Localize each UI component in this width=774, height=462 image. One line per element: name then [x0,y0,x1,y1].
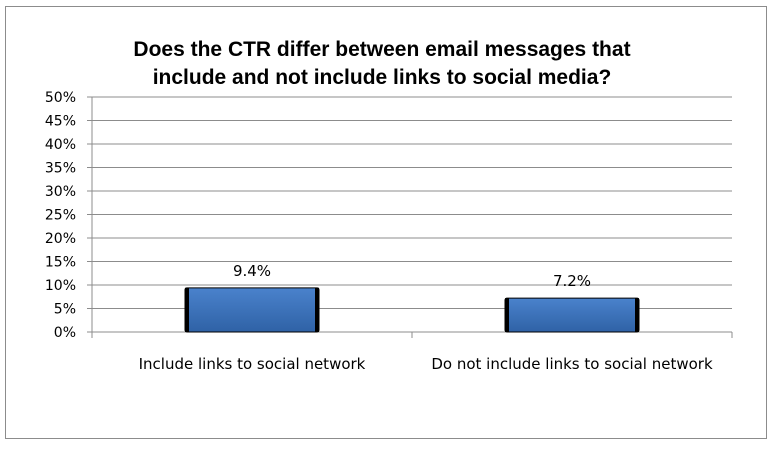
y-tick-label: 35% [45,161,76,177]
y-tick-label: 40% [45,137,76,153]
bars [184,287,640,333]
y-tick-label: 0% [54,325,76,341]
y-tick-label: 20% [45,231,76,247]
bar-body [184,287,320,333]
bar-edge-right [315,287,319,332]
chart-title-line-2: include and not include links to social … [153,66,612,89]
data-label: 9.4% [233,262,271,280]
y-axis-tick-labels: 0% 5% 10% 15% 20% 25% 30% 35% 40% 45% 50% [45,90,76,341]
y-tick-label: 10% [45,278,76,294]
y-tick-label: 15% [45,255,76,271]
y-tick-label: 45% [45,114,76,130]
y-tick-label: 30% [45,184,76,200]
bar-edge-left [505,298,509,332]
bar [184,287,320,333]
y-tick-label: 25% [45,208,76,224]
bar-edge-left [185,287,189,332]
y-tick-label: 50% [45,90,76,106]
chart-title-line-1: Does the CTR differ between email messag… [133,38,630,61]
x-category-label: Do not include links to social network [431,355,713,373]
bar-body [504,297,640,333]
chart-frame [5,6,767,439]
data-label: 7.2% [553,272,591,290]
category-labels: Include links to social network Do not in… [139,355,713,373]
y-tick-label: 5% [54,302,76,318]
data-labels: 9.4% 7.2% [233,262,591,290]
bar [504,297,640,333]
bar-edge-right [635,298,639,332]
gridlines [92,96,732,309]
x-category-label: Include links to social network [139,355,366,373]
